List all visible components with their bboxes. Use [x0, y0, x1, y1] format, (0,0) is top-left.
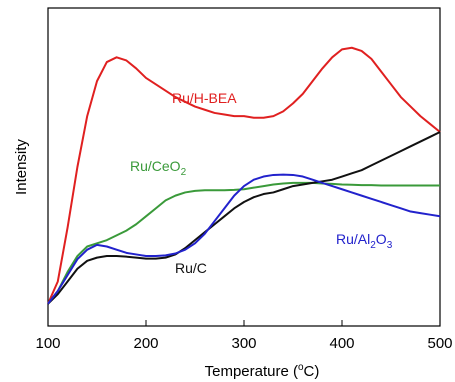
x-axis-title: Temperature (oC) — [205, 362, 320, 380]
x-tick-label: 500 — [427, 335, 452, 352]
series-label-ru-h-bea: Ru/H-BEA — [172, 90, 237, 106]
series-label-ru-al2o3: Ru/Al2O3 — [336, 231, 393, 251]
series-label-ru-ceo2: Ru/CeO2 — [130, 158, 187, 178]
x-axis-ticks: 100 200 300 400 500 — [35, 320, 453, 352]
series-line-ru-al2o3 — [47, 173, 441, 305]
x-axis-title-sup: o — [298, 362, 304, 373]
series-line-ru-ceo2 — [47, 181, 440, 305]
plot-frame — [47, 7, 441, 327]
x-tick-label: 300 — [231, 335, 256, 352]
x-axis-title-tail: C) — [304, 363, 320, 380]
series-layer — [47, 46, 441, 305]
series-line-ru-h-bea — [47, 46, 441, 305]
series-line-ru-c — [47, 131, 441, 305]
x-axis-title-main: Temperature ( — [205, 363, 298, 380]
x-tick-label: 100 — [35, 335, 60, 352]
series-label-ru-c: Ru/C — [175, 260, 207, 276]
y-axis-title: Intensity — [13, 139, 30, 195]
x-tick-label: 400 — [329, 335, 354, 352]
series-labels: Ru/H-BEA Ru/CeO2 Ru/C Ru/Al2O3 — [130, 90, 393, 276]
x-tick-label: 200 — [133, 335, 158, 352]
